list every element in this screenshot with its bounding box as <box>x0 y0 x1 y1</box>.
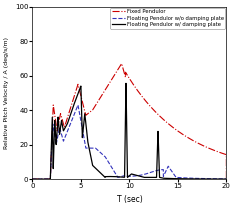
Floating Pendulor w/ damping plate <box>114 175 117 178</box>
Floating Pendulor w/o damping plate <box>114 172 117 175</box>
Floating Pendulor w/ damping plate <box>225 178 228 180</box>
Fixed Pendulor <box>209 148 212 150</box>
Floating Pendulor w/o damping plate <box>219 178 222 180</box>
Floating Pendulor w/o damping plate <box>77 104 79 106</box>
Fixed Pendulor <box>123 73 126 76</box>
Fixed Pendulor <box>225 178 228 180</box>
Fixed Pendulor <box>219 151 222 154</box>
X-axis label: T (sec): T (sec) <box>117 195 142 204</box>
Fixed Pendulor <box>172 126 175 129</box>
Floating Pendulor w/o damping plate <box>172 172 175 175</box>
Floating Pendulor w/o damping plate <box>31 178 34 180</box>
Floating Pendulor w/ damping plate <box>209 178 212 180</box>
Line: Floating Pendulor w/ damping plate: Floating Pendulor w/ damping plate <box>32 83 226 179</box>
Floating Pendulor w/o damping plate <box>209 177 212 180</box>
Floating Pendulor w/o damping plate <box>225 178 228 180</box>
Y-axis label: Relative Pitch Velocity / A (deg/s/m): Relative Pitch Velocity / A (deg/s/m) <box>4 37 9 149</box>
Floating Pendulor w/ damping plate <box>123 176 126 178</box>
Floating Pendulor w/ damping plate <box>219 178 222 180</box>
Fixed Pendulor <box>114 72 117 75</box>
Floating Pendulor w/ damping plate <box>31 178 34 180</box>
Line: Fixed Pendulor: Fixed Pendulor <box>32 64 226 179</box>
Line: Floating Pendulor w/o damping plate: Floating Pendulor w/o damping plate <box>32 105 226 179</box>
Floating Pendulor w/o damping plate <box>113 170 115 172</box>
Fixed Pendulor <box>113 75 115 77</box>
Floating Pendulor w/ damping plate <box>172 177 175 180</box>
Floating Pendulor w/ damping plate <box>125 82 127 85</box>
Fixed Pendulor <box>31 178 34 180</box>
Legend: Fixed Pendulor, Floating Pendulor w/o damping plate, Floating Pendulor w/ dampin: Fixed Pendulor, Floating Pendulor w/o da… <box>110 8 225 28</box>
Fixed Pendulor <box>120 62 123 65</box>
Floating Pendulor w/o damping plate <box>123 175 126 178</box>
Floating Pendulor w/ damping plate <box>113 175 115 178</box>
